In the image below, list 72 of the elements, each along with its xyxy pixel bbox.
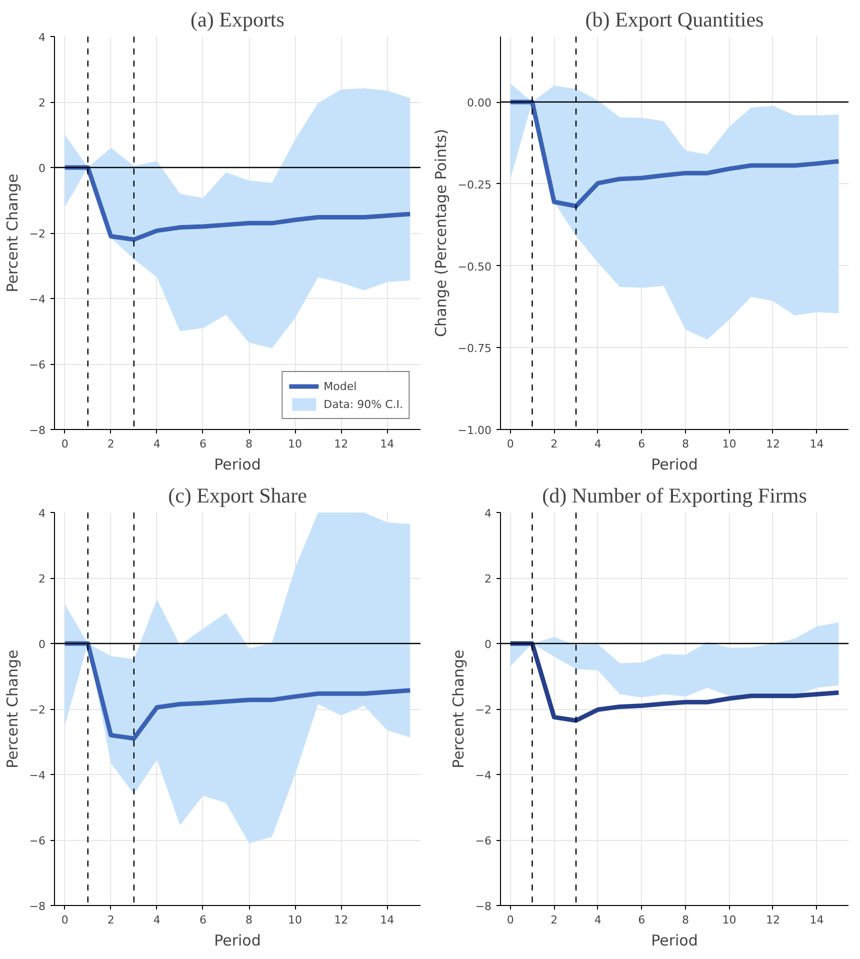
x-axis-title: Period [651, 456, 698, 474]
x-tick-label: 2 [107, 914, 114, 926]
y-tick-label: −0.50 [458, 260, 492, 274]
x-tick-label: 8 [682, 914, 689, 926]
x-tick-label: 2 [550, 914, 558, 926]
y-tick-label: −4 [29, 293, 46, 306]
x-tick-label: 2 [550, 438, 558, 450]
x-axis-title: Period [214, 932, 261, 950]
x-tick-label: 4 [153, 438, 160, 450]
x-tick-label: 6 [199, 438, 206, 450]
y-tick-label: 0 [38, 162, 46, 175]
x-tick-label: 6 [638, 914, 646, 926]
x-tick-label: 6 [199, 914, 206, 926]
y-tick-label: 4 [484, 507, 492, 520]
y-tick-label: 4 [38, 507, 46, 520]
x-tick-label: 14 [810, 914, 824, 926]
y-tick-label: −8 [475, 900, 492, 913]
x-tick-label: 14 [380, 438, 394, 450]
y-tick-label: 0 [484, 638, 492, 651]
y-tick-label: 4 [38, 31, 46, 44]
x-tick-label: 4 [153, 914, 160, 926]
x-tick-label: 14 [810, 438, 824, 450]
y-tick-label: −6 [475, 834, 492, 848]
y-tick-label: −2 [29, 704, 46, 716]
y-tick-label: 0.00 [467, 96, 492, 110]
y-tick-label: −6 [29, 834, 46, 848]
chart-title: (a) Exports [190, 8, 284, 32]
x-axis-title: Period [214, 456, 261, 474]
y-tick-label: −8 [29, 900, 46, 913]
x-tick-label: 12 [334, 438, 348, 450]
y-tick-label: 2 [38, 572, 46, 586]
x-tick-label: 0 [506, 438, 514, 450]
y-axis-title: Percent Change [3, 650, 22, 768]
y-tick-label: −2 [29, 228, 46, 240]
x-tick-label: 14 [380, 914, 394, 926]
x-tick-label: 0 [506, 914, 514, 926]
y-tick-label: 2 [38, 96, 46, 110]
x-axis-title: Period [651, 932, 698, 950]
x-tick-label: 6 [638, 438, 646, 450]
x-tick-label: 0 [61, 914, 68, 926]
y-tick-label: −0.75 [458, 342, 492, 356]
y-tick-label: −0.25 [458, 178, 492, 192]
x-tick-label: 8 [246, 438, 253, 450]
chart-title: (b) Export Quantities [585, 8, 764, 32]
x-tick-label: 12 [766, 438, 780, 450]
x-tick-label: 4 [594, 914, 602, 926]
x-tick-label: 0 [61, 438, 68, 450]
y-tick-label: −4 [29, 769, 46, 782]
legend-label: Data: 90% C.I. [324, 398, 403, 410]
chart-title: (d) Number of Exporting Firms [542, 484, 807, 508]
y-tick-label: −4 [475, 769, 492, 782]
y-axis-title: Percent Change [3, 174, 22, 292]
x-tick-label: 10 [722, 914, 736, 926]
y-tick-label: −6 [29, 358, 46, 372]
x-tick-label: 8 [246, 914, 253, 926]
x-tick-label: 10 [722, 438, 736, 450]
x-tick-label: 8 [682, 438, 689, 450]
y-axis-title: Change (Percentage Points) [432, 128, 450, 338]
y-tick-label: −2 [475, 704, 492, 716]
y-tick-label: −8 [29, 424, 46, 437]
y-axis-title: Percent Change [449, 650, 468, 768]
y-tick-label: −1.00 [458, 424, 492, 437]
legend-label: Model [324, 380, 357, 392]
x-tick-label: 4 [594, 438, 602, 450]
x-tick-label: 12 [766, 914, 780, 926]
x-tick-label: 10 [288, 914, 302, 926]
x-tick-label: 10 [288, 438, 302, 450]
y-tick-label: 0 [38, 638, 46, 651]
x-tick-label: 2 [107, 438, 114, 450]
y-tick-label: 2 [484, 572, 492, 586]
chart-title: (c) Export Share [168, 484, 307, 508]
x-tick-label: 12 [334, 914, 348, 926]
